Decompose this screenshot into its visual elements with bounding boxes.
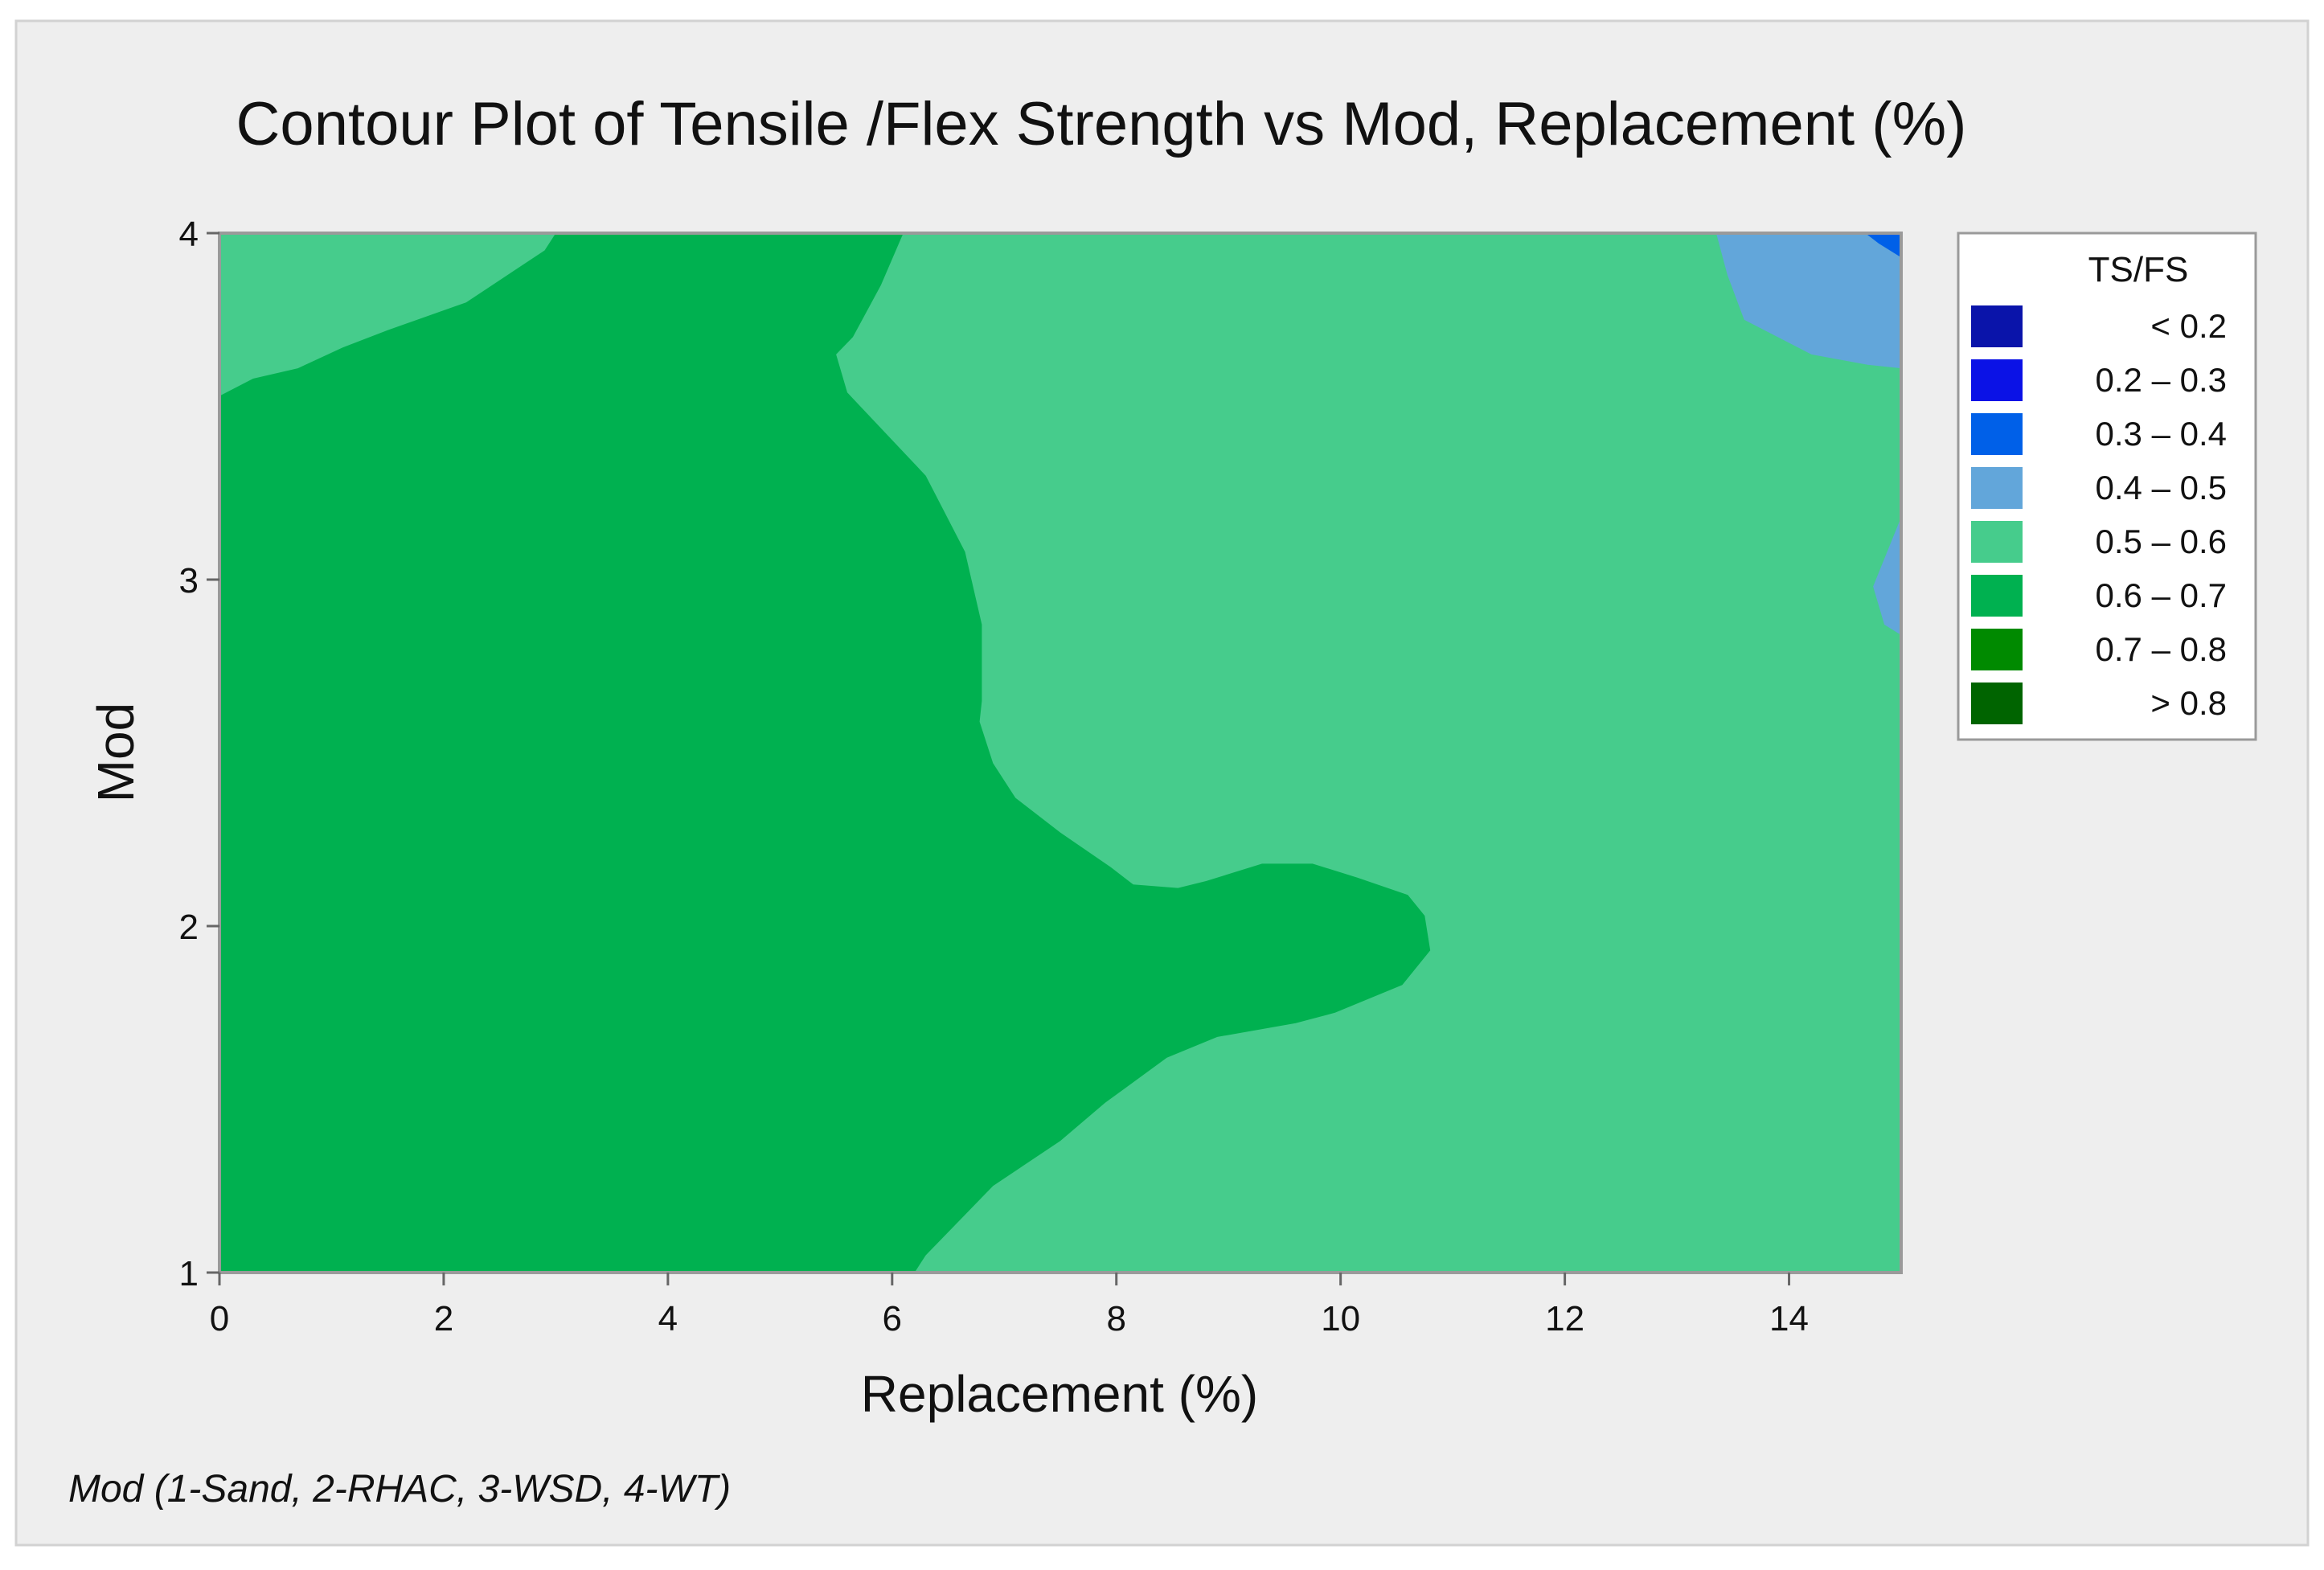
legend-label: 0.3 – 0.4 — [2096, 415, 2227, 453]
legend-swatch — [1971, 305, 2023, 347]
legend-label: 0.2 – 0.3 — [2096, 361, 2227, 399]
x-tick-label: 8 — [1106, 1299, 1125, 1338]
legend-swatch — [1971, 575, 2023, 617]
x-tick-label: 6 — [883, 1299, 902, 1338]
legend-label: 0.7 – 0.8 — [2096, 630, 2227, 668]
x-tick-label: 12 — [1545, 1299, 1584, 1338]
legend-swatch — [1971, 467, 2023, 509]
contour-region-2 — [1715, 233, 1901, 369]
x-axis-label: Replacement (%) — [861, 1365, 1258, 1423]
legend-swatch — [1971, 629, 2023, 670]
legend-label: 0.5 – 0.6 — [2096, 523, 2227, 560]
chart-title: Contour Plot of Tensile /Flex Strength v… — [236, 90, 1967, 158]
x-axis: 0 2 4 6 8 10 12 14 — [210, 1273, 1809, 1338]
legend-swatch — [1971, 521, 2023, 563]
y-tick-label: 2 — [179, 908, 199, 947]
plot-frame — [218, 232, 1903, 1274]
x-tick-label: 10 — [1321, 1299, 1360, 1338]
legend-swatch — [1971, 413, 2023, 455]
legend-title: TS/FS — [2088, 250, 2189, 289]
contour-region-4 — [1865, 233, 1901, 258]
plot-regions — [219, 233, 1901, 1273]
x-tick-label: 2 — [434, 1299, 453, 1338]
legend-label: 0.4 – 0.5 — [2096, 469, 2227, 506]
y-tick-label: 3 — [179, 561, 199, 601]
y-tick-label: 1 — [179, 1254, 199, 1293]
footnote: Mod (1-Sand, 2-RHAC, 3-WSD, 4-WT) — [68, 1468, 731, 1511]
contour-region-1 — [219, 233, 1431, 1273]
legend-label: 0.6 – 0.7 — [2096, 576, 2227, 614]
x-tick-label: 4 — [658, 1299, 678, 1338]
legend-label: > 0.8 — [2150, 684, 2227, 722]
legend: TS/FS < 0.2 0.2 – 0.3 0.3 – 0.4 0.4 – 0.5 0.… — [1957, 232, 2257, 741]
contour-region-3 — [1873, 517, 1901, 635]
y-tick-label: 4 — [179, 215, 199, 254]
x-tick-label: 14 — [1769, 1299, 1809, 1338]
legend-entries: < 0.2 0.2 – 0.3 0.3 – 0.4 0.4 – 0.5 0.5 – 0.… — [1971, 305, 2227, 724]
legend-swatch — [1971, 359, 2023, 401]
y-axis: 1 2 3 4 — [179, 215, 219, 1293]
legend-swatch — [1971, 683, 2023, 724]
y-axis-label: Mod — [87, 703, 145, 803]
legend-label: < 0.2 — [2150, 307, 2227, 345]
x-tick-label: 0 — [210, 1299, 229, 1338]
